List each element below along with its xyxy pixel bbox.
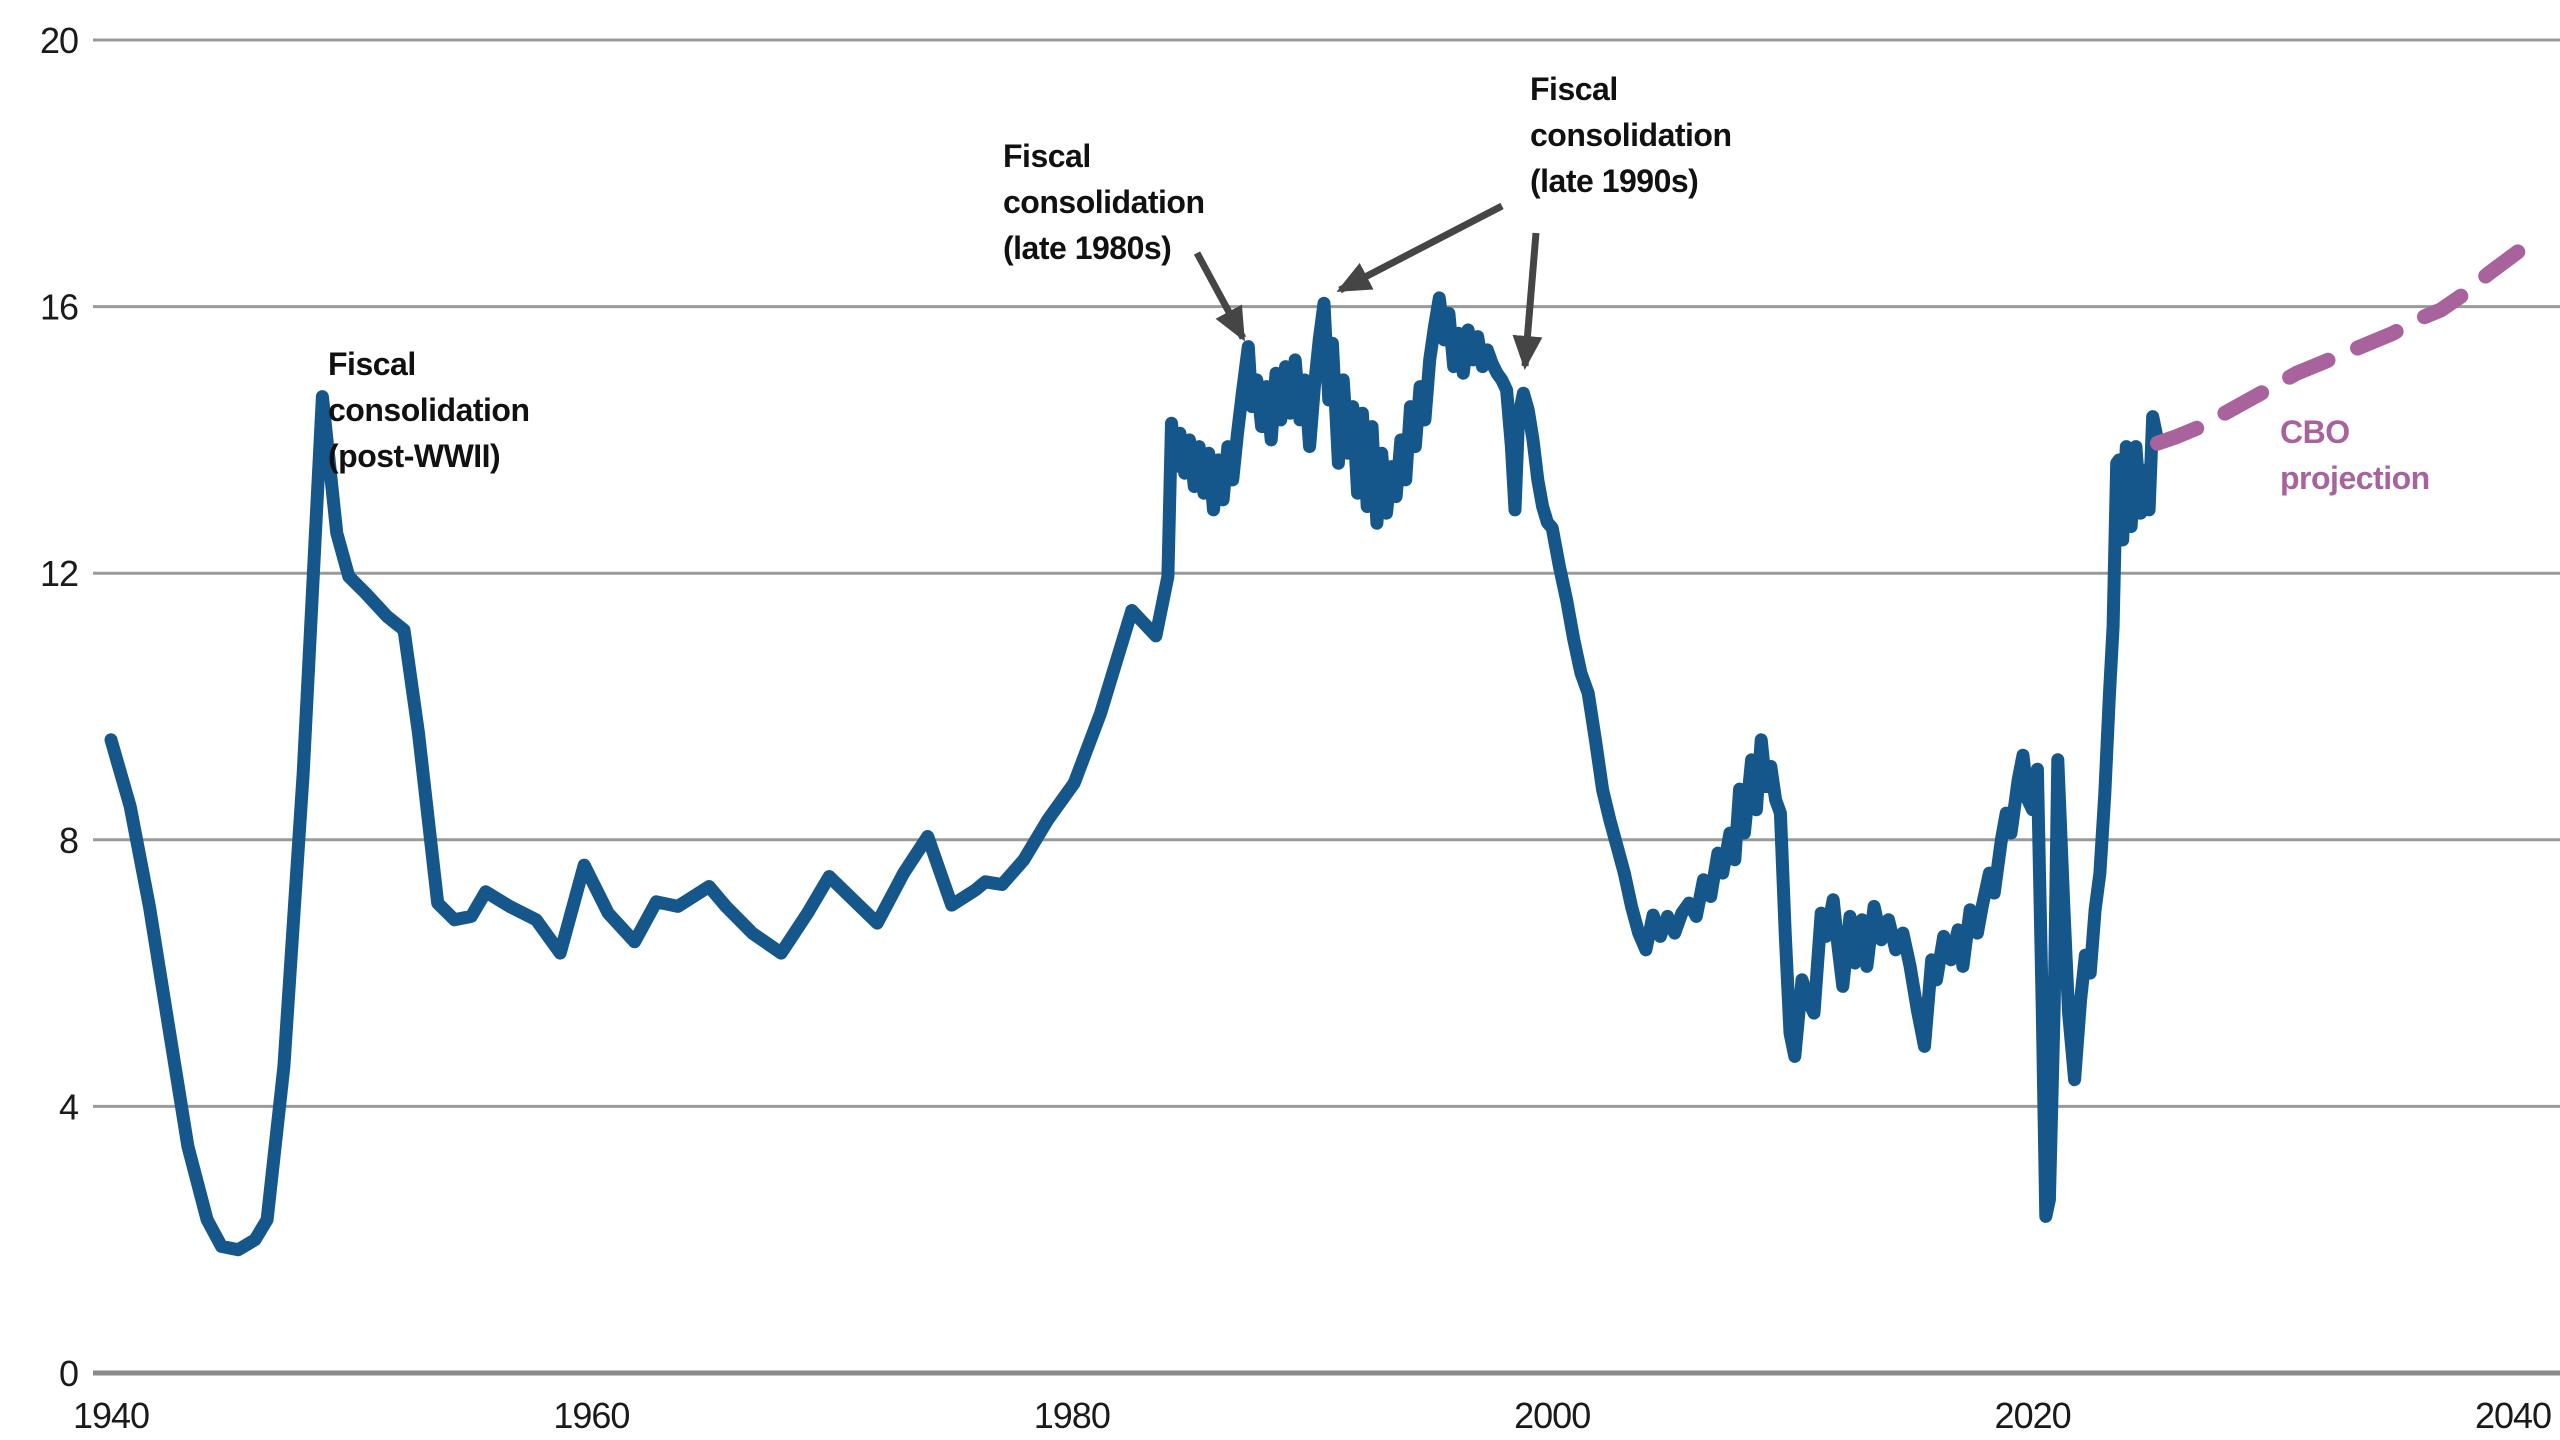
x-tick-1940: 1940 (73, 1395, 149, 1436)
x-tick-2000: 2000 (1514, 1395, 1590, 1436)
x-tick-1960: 1960 (553, 1395, 629, 1436)
x-tick-2040: 2040 (2475, 1395, 2551, 1436)
y-tick-16: 16 (40, 287, 78, 328)
annotation-cbo-projection: CBO projection (2280, 414, 2430, 496)
arrow-late-1990s-short (1512, 232, 1543, 370)
y-tick-8: 8 (59, 820, 78, 861)
arrow-late-1980s (1193, 251, 1247, 342)
data-series (104, 244, 2526, 1257)
annotations: Fiscal consolidation (post-WWII) Fiscal cons… (328, 71, 2430, 496)
annotation-late-1980s: Fiscal consolidation (late 1980s) (1003, 138, 1205, 266)
y-tick-12: 12 (40, 553, 78, 594)
series-historical (104, 291, 2164, 1257)
x-tick-1980: 1980 (1034, 1395, 1110, 1436)
gridlines (93, 38, 2560, 1376)
x-tick-2020: 2020 (1995, 1395, 2071, 1436)
annotation-arrows (1193, 202, 1543, 370)
annotation-post-wwii: Fiscal consolidation (post-WWII) (328, 346, 530, 474)
y-tick-20: 20 (40, 20, 78, 61)
y-tick-4: 4 (59, 1086, 78, 1127)
series-cbo-projection (2150, 244, 2526, 451)
x-axis-tick-labels: 1940 1960 1980 2000 2020 2040 (73, 1395, 2552, 1436)
annotation-late-1990s: Fiscal consolidation (late 1990s) (1530, 71, 1732, 199)
y-tick-0: 0 (59, 1353, 78, 1394)
arrow-late-1990s-long (1336, 202, 1504, 294)
y-axis-tick-labels: 0 4 8 12 16 20 (40, 20, 79, 1394)
